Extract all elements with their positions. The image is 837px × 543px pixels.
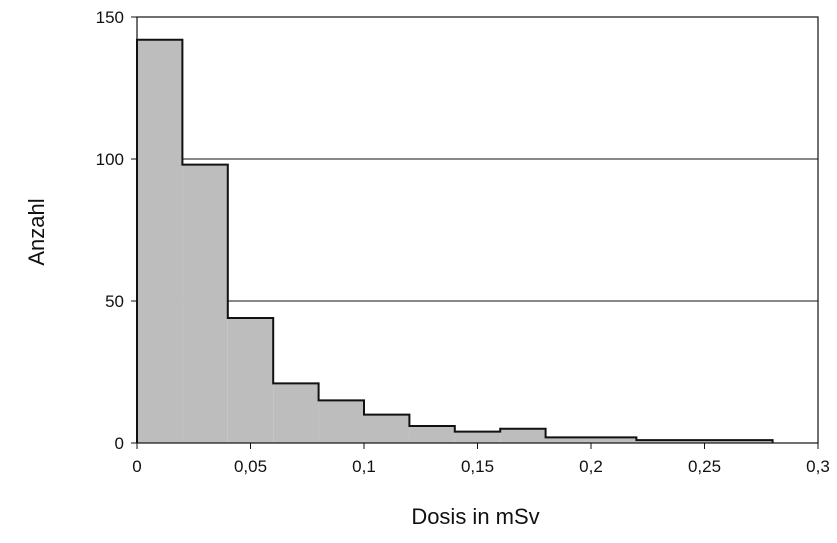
histogram-bar [454, 431, 501, 443]
histogram-bar [273, 383, 319, 443]
histogram-bar [364, 414, 410, 443]
histogram-bar [727, 440, 773, 443]
histogram-bar [137, 39, 183, 443]
histogram-bar [636, 440, 682, 443]
y-tick-label: 0 [115, 434, 124, 453]
gridlines [137, 158, 818, 302]
x-axis-ticks: 0 0,05 0,1 0,15 0,2 0,25 0,3 [132, 443, 830, 476]
histogram-bar [227, 318, 274, 443]
histogram-bar [409, 425, 455, 443]
histogram-bars [137, 39, 773, 443]
x-axis-title: Dosis in mSv [411, 504, 539, 529]
x-tick-label: 0,05 [234, 457, 267, 476]
x-tick-label: 0,1 [352, 457, 376, 476]
y-tick-label: 50 [105, 292, 124, 311]
histogram-outline [136, 38, 774, 443]
histogram-bar [500, 428, 546, 443]
y-axis-ticks: 0 50 100 150 [96, 8, 137, 453]
x-tick-label: 0,15 [461, 457, 494, 476]
y-tick-label: 100 [96, 150, 124, 169]
x-tick-label: 0,2 [579, 457, 603, 476]
histogram-bar [545, 437, 591, 443]
x-tick-label: 0,25 [688, 457, 721, 476]
x-tick-label: 0,3 [806, 457, 830, 476]
x-tick-label: 0 [132, 457, 141, 476]
histogram-bar [681, 440, 728, 443]
histogram-bar [591, 437, 637, 443]
histogram-step-line [136, 38, 774, 443]
y-axis-title: Anzahl [24, 198, 49, 265]
y-tick-label: 150 [96, 8, 124, 27]
histogram-bar [182, 164, 228, 443]
histogram-bar [318, 400, 364, 443]
